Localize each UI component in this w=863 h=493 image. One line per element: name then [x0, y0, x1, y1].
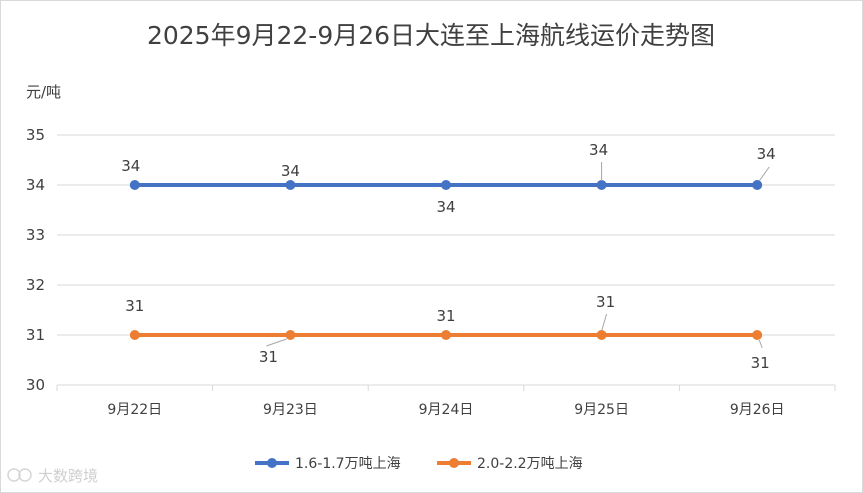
y-tick-label: 30: [26, 376, 45, 394]
leader-line: [758, 339, 763, 349]
x-tick-label: 9月26日: [730, 402, 785, 418]
data-label: 34: [589, 141, 608, 159]
data-point: [441, 330, 451, 340]
data-label: 34: [281, 162, 300, 180]
y-tick-label: 34: [26, 176, 45, 194]
legend-item-1: 1.6-1.7万吨上海: [255, 456, 401, 472]
legend-marker: [449, 458, 459, 468]
y-tick-label: 33: [26, 226, 45, 244]
watermark: 大数跨境: [7, 467, 98, 485]
data-label: 31: [125, 297, 144, 315]
y-tick-label: 31: [26, 326, 45, 344]
watermark-text: 大数跨境: [38, 467, 98, 485]
legend-label: 1.6-1.7万吨上海: [295, 456, 401, 472]
x-tick-label: 9月22日: [107, 402, 162, 418]
x-tick-label: 9月25日: [574, 402, 629, 418]
data-point: [596, 330, 607, 340]
data-label: 31: [259, 348, 278, 366]
data-label: 34: [436, 198, 455, 216]
chart-title: 2025年9月22-9月26日大连至上海航线运价走势图: [147, 21, 715, 50]
series-lines: [129, 180, 763, 340]
data-point: [441, 180, 451, 190]
data-point: [752, 330, 763, 340]
watermark-logo-icon: [7, 468, 32, 482]
x-tick-label: 9月24日: [419, 402, 474, 418]
legend-item-2: 2.0-2.2万吨上海: [437, 456, 583, 472]
data-label: 34: [121, 157, 140, 175]
y-tick-label: 35: [26, 126, 45, 144]
leader-line: [266, 338, 287, 347]
y-tick-label: 32: [26, 276, 45, 294]
legend-marker: [267, 458, 277, 468]
data-point: [752, 180, 763, 190]
x-tick-label: 9月23日: [263, 402, 318, 418]
legend: 1.6-1.7万吨上海 2.0-2.2万吨上海: [255, 456, 583, 472]
data-point: [596, 180, 607, 190]
data-point: [285, 180, 296, 190]
y-axis-unit: 元/吨: [26, 83, 61, 101]
leader-line: [601, 313, 608, 332]
legend-label: 2.0-2.2万吨上海: [477, 456, 583, 472]
data-point: [129, 330, 140, 340]
data-label: 34: [757, 145, 776, 163]
leader-line: [758, 166, 770, 182]
x-axis-ticks: 9月22日 9月23日 9月24日 9月25日 9月26日: [56, 385, 836, 418]
data-label: 31: [436, 307, 455, 325]
data-label: 31: [751, 354, 770, 372]
data-labels: 34 34 34 34 34 31 31 31 31 31: [121, 141, 775, 372]
data-point: [285, 330, 296, 340]
data-point: [129, 180, 140, 190]
data-label: 31: [596, 293, 615, 311]
y-axis-ticks: 30 31 32 33 34 35: [26, 126, 45, 394]
